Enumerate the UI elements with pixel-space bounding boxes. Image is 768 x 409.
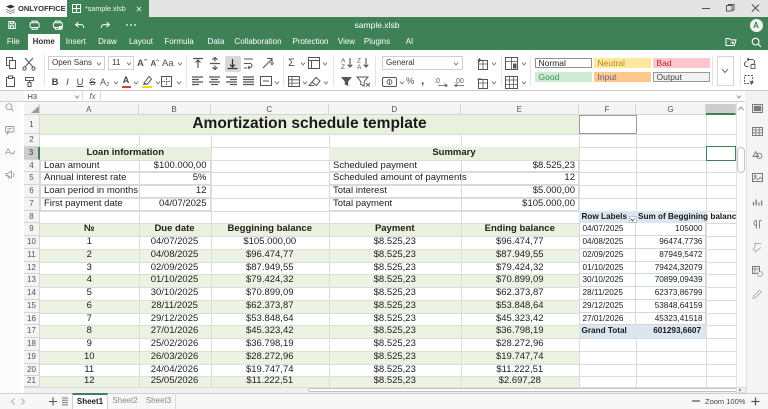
svg-text:.0: .0 [434,78,440,85]
svg-text:A: A [341,58,346,65]
svg-text:A: A [357,64,362,70]
svg-text:.00: .00 [454,78,464,85]
svg-text:Z: Z [341,64,345,70]
svg-text:Z: Z [357,58,361,65]
